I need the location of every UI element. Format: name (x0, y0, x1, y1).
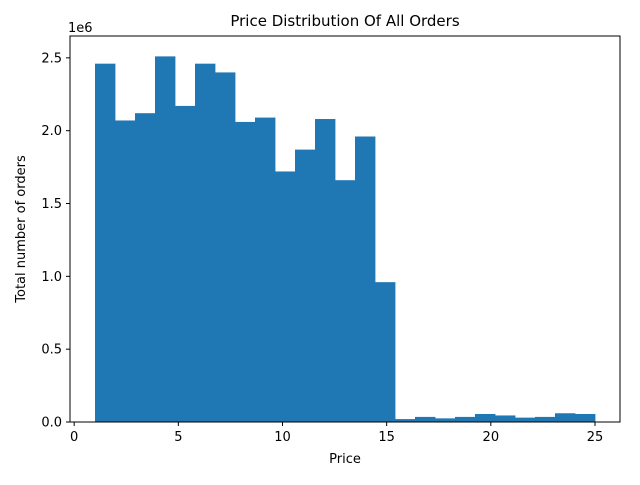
histogram-bar (415, 416, 436, 422)
y-axis-label: Total number of orders (14, 155, 29, 304)
x-tick-label: 0 (70, 430, 78, 445)
histogram-bar (155, 56, 176, 422)
y-tick-label: 2.0 (41, 124, 62, 139)
histogram-bar (135, 113, 156, 422)
histogram-bar (575, 413, 596, 422)
histogram-bar (175, 105, 196, 422)
histogram-bar (455, 416, 476, 422)
x-tick-label: 15 (378, 430, 395, 445)
bars-layer (95, 56, 596, 422)
chart-title: Price Distribution Of All Orders (230, 12, 459, 30)
histogram-bar (215, 72, 236, 422)
y-tick-label: 2.5 (41, 51, 62, 66)
histogram-bar (375, 282, 396, 422)
y-tick-label: 1.0 (41, 270, 62, 285)
histogram-bar (555, 413, 576, 422)
histogram-bar (275, 171, 296, 422)
y-tick-label: 0.0 (41, 416, 62, 431)
y-tick-label: 0.5 (41, 343, 62, 358)
histogram-bar (315, 119, 336, 422)
histogram-bar (335, 180, 356, 422)
x-tick-label: 10 (274, 430, 291, 445)
histogram-bar (255, 117, 276, 422)
histogram-bar (535, 416, 556, 422)
x-tick-label: 5 (174, 430, 182, 445)
x-tick-label: 20 (483, 430, 500, 445)
histogram-bar (95, 63, 116, 422)
histogram-bar (495, 415, 516, 422)
x-axis-label: Price (329, 452, 361, 467)
x-axis-ticks: 0 5 10 15 20 25 (70, 422, 603, 445)
histogram-bar (235, 121, 256, 422)
histogram-bar (435, 418, 456, 422)
x-tick-label: 25 (587, 430, 604, 445)
histogram-bar (475, 413, 496, 422)
histogram-bar (395, 419, 416, 422)
histogram-bar (295, 149, 316, 422)
histogram-bar (515, 417, 536, 422)
histogram-bar (195, 63, 216, 422)
histogram-bar (355, 136, 376, 422)
y-axis-ticks: 0.0 0.5 1.0 1.5 2.0 2.5 (41, 51, 70, 431)
y-tick-label: 1.5 (41, 197, 62, 212)
histogram-bar (115, 120, 136, 422)
plot-frame (69, 35, 621, 423)
y-axis-offset-label: 1e6 (68, 21, 93, 36)
axes-frame (69, 35, 621, 423)
